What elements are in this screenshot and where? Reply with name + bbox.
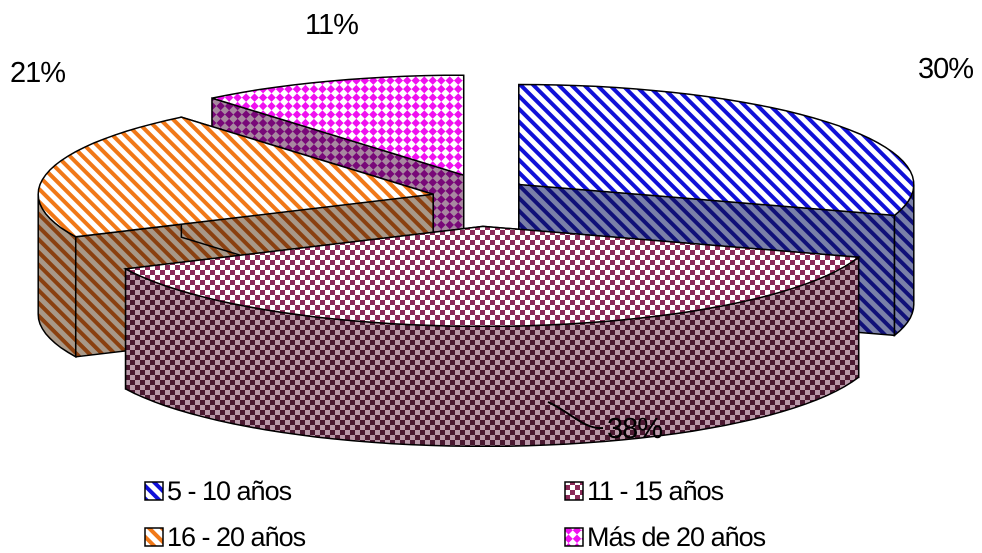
legend-item-16-20: 16 - 20 años (145, 522, 306, 548)
legend-item-11-15: 11 - 15 años (565, 476, 724, 506)
legend-swatch-mas-20 (565, 528, 583, 546)
legend-swatch-11-15 (565, 482, 583, 500)
data-label-mas-20: 11% (305, 9, 358, 41)
data-label-5-10: 30% (918, 53, 973, 85)
data-label-16-20: 21% (10, 57, 65, 89)
legend-swatch-5-10 (145, 482, 163, 500)
legend-label-11-15: 11 - 15 años (587, 476, 724, 506)
legend-item-mas-20: Más de 20 años (565, 522, 766, 548)
legend-swatch-16-20 (145, 528, 163, 546)
pie-slice-11-15 (126, 226, 859, 446)
data-label-11-15: 38% (607, 413, 662, 445)
legend-label-5-10: 5 - 10 años (167, 476, 292, 506)
legend-label-mas-20: Más de 20 años (587, 522, 766, 548)
legend-label-16-20: 16 - 20 años (167, 522, 306, 548)
legend-item-5-10: 5 - 10 años (145, 476, 292, 506)
